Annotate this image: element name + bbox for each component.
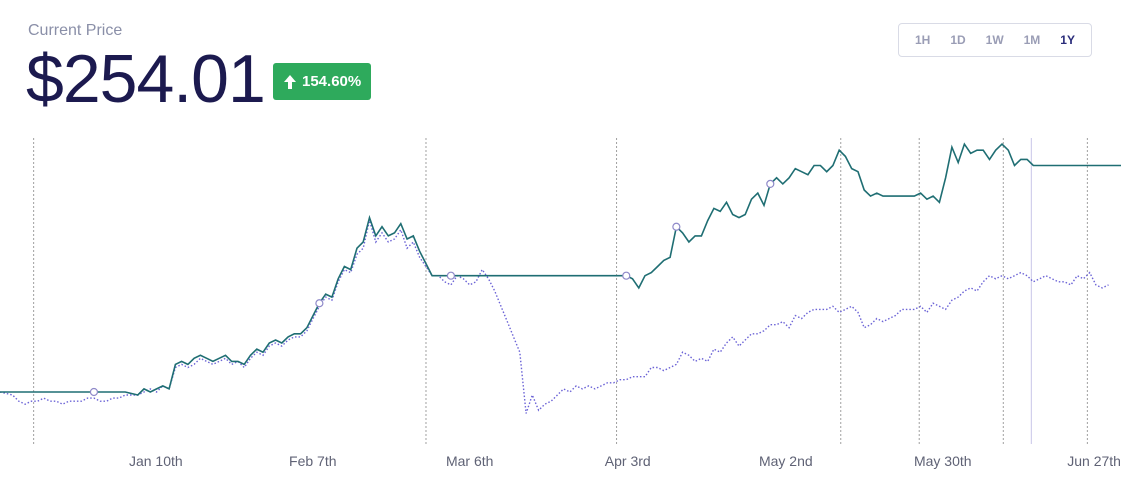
range-button-1h[interactable]: 1H	[914, 33, 931, 47]
data-point-marker[interactable]	[315, 299, 324, 308]
time-range-selector: 1H 1D 1W 1M 1Y	[898, 23, 1092, 57]
data-point-marker[interactable]	[622, 271, 631, 280]
x-axis-tick-label: Jun 27th	[1067, 453, 1121, 469]
data-point-marker[interactable]	[766, 179, 775, 189]
price-chart[interactable]: Jan 10th Feb 7th Mar 6th Apr 3rd May 2nd May …	[0, 120, 1121, 482]
range-button-1d[interactable]: 1D	[950, 33, 966, 47]
x-axis-tick-label: Jan 10th	[129, 453, 183, 469]
x-axis-tick-label: May 30th	[914, 453, 972, 469]
series-line-primary	[0, 142, 1121, 396]
series-line-secondary	[0, 217, 1109, 414]
data-point-marker[interactable]	[446, 271, 456, 280]
x-axis-tick-label: Mar 6th	[446, 453, 493, 469]
arrow-up-icon	[284, 74, 296, 89]
x-axis-tick-label: Feb 7th	[289, 453, 336, 469]
data-point-marker[interactable]	[672, 222, 681, 231]
range-button-1y[interactable]: 1Y	[1060, 33, 1075, 47]
current-price-label: Current Price	[28, 22, 123, 39]
current-price-value: $254.01	[26, 41, 266, 117]
x-axis-tick-label: Apr 3rd	[605, 453, 651, 469]
range-button-1w[interactable]: 1W	[985, 33, 1004, 47]
data-point-marker[interactable]	[89, 387, 99, 397]
range-button-1m[interactable]: 1M	[1023, 33, 1041, 47]
price-change-value: 154.60%	[302, 73, 362, 90]
price-change-badge: 154.60%	[273, 63, 372, 100]
x-axis-tick-label: May 2nd	[759, 453, 813, 469]
